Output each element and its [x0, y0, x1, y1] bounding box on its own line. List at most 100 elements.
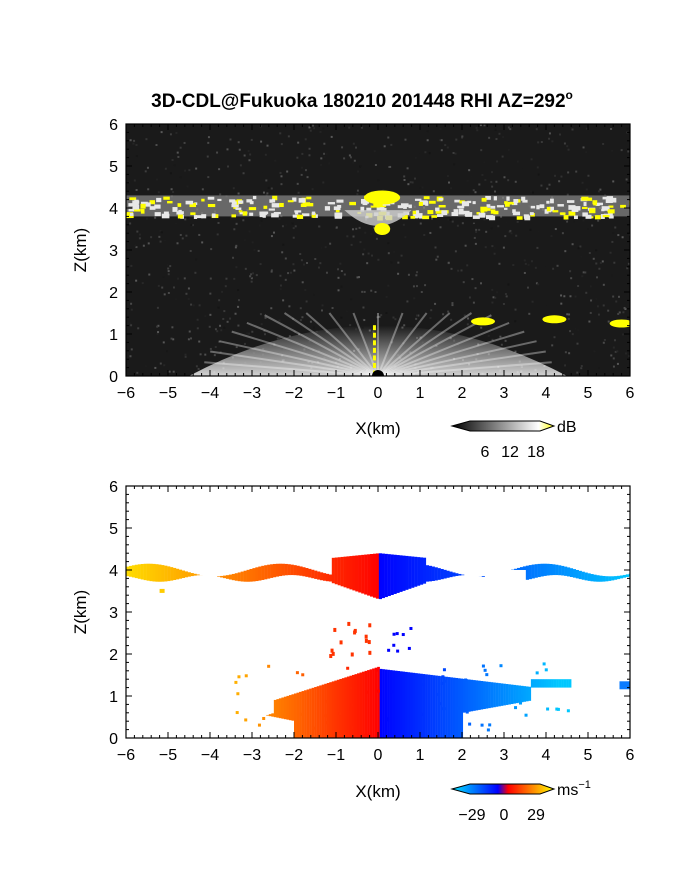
- noise-pixel: [226, 320, 229, 323]
- noise-pixel: [470, 175, 473, 178]
- velocity-upper-strip: [614, 576, 618, 580]
- noise-pixel: [209, 277, 212, 280]
- noise-pixel: [292, 227, 295, 230]
- y-tick-label: 5: [109, 159, 118, 176]
- cloud-pixel: [516, 199, 521, 203]
- noise-pixel: [529, 228, 532, 231]
- cloud-pixel: [546, 200, 550, 204]
- noise-pixel: [250, 277, 253, 280]
- velocity-upper-strip: [322, 573, 327, 581]
- noise-pixel: [623, 306, 626, 309]
- noise-pixel: [250, 273, 253, 276]
- noise-pixel: [248, 332, 251, 335]
- fan-ray: [204, 361, 379, 376]
- cloud-pixel: [249, 201, 254, 205]
- noise-pixel: [560, 302, 563, 305]
- noise-pixel: [461, 135, 464, 138]
- noise-pixel: [257, 249, 260, 252]
- velocity-lower-strip: [460, 678, 464, 738]
- noise-pixel: [166, 350, 169, 353]
- noise-pixel: [299, 319, 302, 322]
- noise-pixel: [478, 228, 481, 231]
- cloud-pixel: [163, 211, 169, 216]
- x-tick-label: −1: [327, 747, 345, 764]
- noise-pixel: [128, 139, 131, 142]
- noise-pixel: [501, 155, 504, 158]
- cloud-pixel: [441, 210, 448, 216]
- x-tick-label: 4: [542, 385, 551, 402]
- noise-pixel: [476, 129, 479, 132]
- noise-pixel: [280, 183, 283, 186]
- noise-pixel: [133, 179, 136, 182]
- noise-pixel: [324, 246, 327, 249]
- noise-pixel: [195, 258, 198, 261]
- cloud-pixel: [268, 208, 275, 211]
- noise-pixel: [451, 304, 454, 307]
- velocity-lower-strip: [452, 677, 456, 738]
- noise-pixel: [155, 144, 158, 147]
- cloud-pixel: [418, 216, 424, 219]
- cloud-pixel: [512, 211, 521, 216]
- noise-pixel: [323, 152, 326, 155]
- cloud-dip-core: [374, 223, 391, 235]
- cloud-pixel: [587, 197, 593, 201]
- noise-pixel: [281, 225, 284, 228]
- velocity-lower-strip: [500, 683, 504, 706]
- cloud-pixel: [451, 212, 459, 217]
- velocity-pixel: [420, 712, 424, 716]
- velocity-upper-strip: [170, 567, 174, 581]
- velocity-pixel: [421, 682, 425, 686]
- cloud-pixel: [476, 212, 480, 215]
- cloud-pixel: [397, 205, 404, 209]
- fan-ray: [377, 361, 552, 376]
- noise-pixel: [359, 164, 362, 167]
- noise-pixel: [389, 165, 392, 168]
- cloud-pixel: [550, 198, 554, 204]
- noise-pixel: [263, 329, 266, 332]
- velocity-lower-strip: [427, 674, 431, 738]
- noise-pixel: [292, 263, 295, 266]
- fan-ray: [231, 330, 379, 376]
- cloud-pixel: [263, 205, 268, 209]
- cloud-pixel: [559, 212, 566, 215]
- noise-pixel: [293, 330, 296, 333]
- velocity-upper-strip: [458, 573, 462, 576]
- noise-pixel: [195, 365, 198, 368]
- noise-pixel: [246, 332, 249, 335]
- x-tick-label: −5: [159, 385, 177, 402]
- noise-pixel: [570, 277, 573, 280]
- noise-pixel: [216, 151, 219, 154]
- noise-pixel: [280, 175, 283, 178]
- near-origin-echo: [372, 347, 376, 353]
- noise-pixel: [243, 154, 246, 157]
- noise-pixel: [450, 267, 453, 270]
- noise-pixel: [172, 191, 175, 194]
- cloud-pixel: [601, 206, 610, 211]
- noise-pixel: [495, 180, 498, 183]
- noise-pixel: [185, 292, 188, 295]
- velocity-upper-strip: [540, 563, 544, 577]
- velocity-pixel: [338, 712, 342, 716]
- noise-pixel: [135, 143, 138, 146]
- noise-pixel: [527, 263, 530, 266]
- velocity-pixel: [556, 707, 560, 711]
- noise-pixel: [439, 127, 442, 130]
- noise-pixel: [614, 350, 617, 353]
- x-tick-label: −3: [243, 385, 261, 402]
- velocity-upper-strip: [434, 567, 438, 581]
- noise-pixel: [320, 246, 323, 249]
- noise-pixel: [612, 357, 615, 360]
- noise-pixel: [308, 126, 311, 129]
- velocity-upper-strip: [440, 568, 444, 580]
- velocity-pixel: [483, 668, 487, 672]
- noise-pixel: [177, 155, 180, 158]
- noise-pixel: [509, 128, 512, 131]
- velocity-upper-strip: [622, 574, 627, 578]
- cloud-pixel: [486, 204, 491, 208]
- noise-pixel: [611, 274, 614, 277]
- noise-pixel: [474, 191, 477, 194]
- noise-pixel: [494, 190, 497, 193]
- noise-pixel: [464, 244, 467, 247]
- cloud-pixel: [583, 201, 587, 207]
- noise-pixel: [194, 271, 197, 274]
